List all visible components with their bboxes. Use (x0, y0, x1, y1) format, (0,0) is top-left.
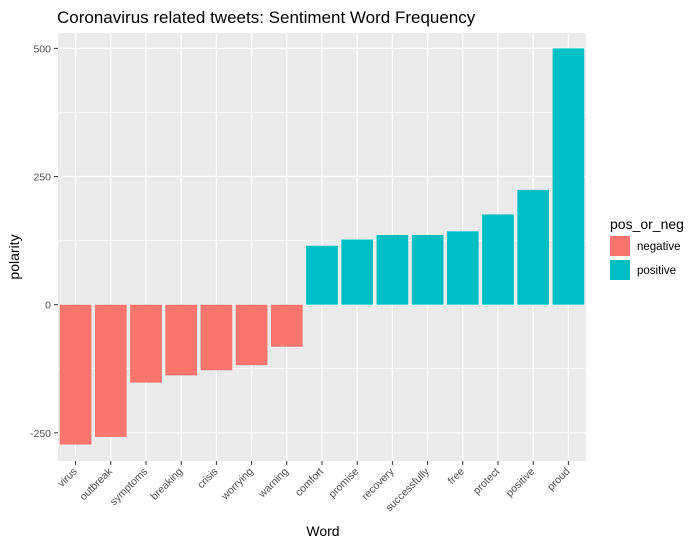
bar-successfully (411, 234, 444, 305)
y-axis: -250 0 250 500 (30, 43, 58, 440)
legend-label-positive: positive (637, 265, 676, 277)
y-axis-title: polarity (6, 234, 22, 279)
bar-symptoms (130, 304, 162, 383)
legend-title: pos_or_neg (610, 216, 684, 232)
legend-label-negative: negative (637, 241, 680, 253)
x-tick-label: warning (256, 466, 291, 501)
bar-outbreak (94, 304, 127, 437)
x-tick-label: comfort (293, 466, 326, 499)
y-tick-label: 500 (33, 43, 51, 55)
bar-promise (341, 239, 374, 305)
y-tick-label: -250 (30, 428, 51, 440)
x-tick-label: promise (326, 466, 361, 501)
x-tick-label: virus (56, 466, 80, 490)
bar-proud (552, 48, 585, 305)
bar-virus (59, 304, 92, 445)
legend-swatch-negative (610, 236, 630, 256)
bar-protect (482, 214, 514, 305)
legend-swatch-positive (610, 260, 630, 280)
x-tick-label: free (446, 466, 467, 487)
y-tick-label: 250 (33, 172, 51, 184)
x-tick-label: breaking (148, 466, 185, 503)
y-tick-label: 0 (45, 300, 51, 312)
x-tick-label: positive (504, 466, 538, 500)
bars (59, 48, 585, 445)
bar-positive (517, 189, 550, 305)
x-tick-label: symptoms (108, 466, 150, 508)
bar-comfort (306, 245, 338, 305)
x-tick-label: crisis (195, 466, 220, 491)
bar-warning (270, 304, 303, 347)
chart-title: Coronavirus related tweets: Sentiment Wo… (57, 8, 476, 27)
bar-worrying (235, 304, 268, 366)
legend: pos_or_neg negative positive (610, 216, 684, 280)
x-tick-label: proud (545, 466, 573, 494)
x-axis-title: Word (306, 523, 339, 539)
bar-free (446, 231, 479, 305)
bar-crisis (200, 304, 233, 371)
bar-recovery (376, 234, 409, 305)
x-tick-label: protect (471, 466, 502, 497)
bar-breaking (165, 304, 198, 376)
x-tick-label: worrying (218, 466, 255, 503)
